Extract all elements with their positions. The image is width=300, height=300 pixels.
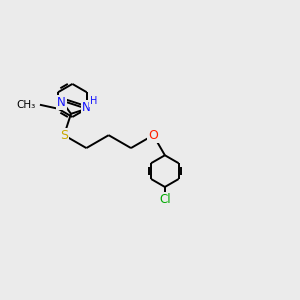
Text: CH₃: CH₃: [17, 100, 36, 110]
Text: O: O: [148, 129, 158, 142]
Text: N: N: [82, 100, 91, 114]
Text: S: S: [60, 129, 68, 142]
Text: N: N: [57, 96, 66, 109]
Text: H: H: [90, 97, 98, 106]
Text: Cl: Cl: [159, 193, 171, 206]
